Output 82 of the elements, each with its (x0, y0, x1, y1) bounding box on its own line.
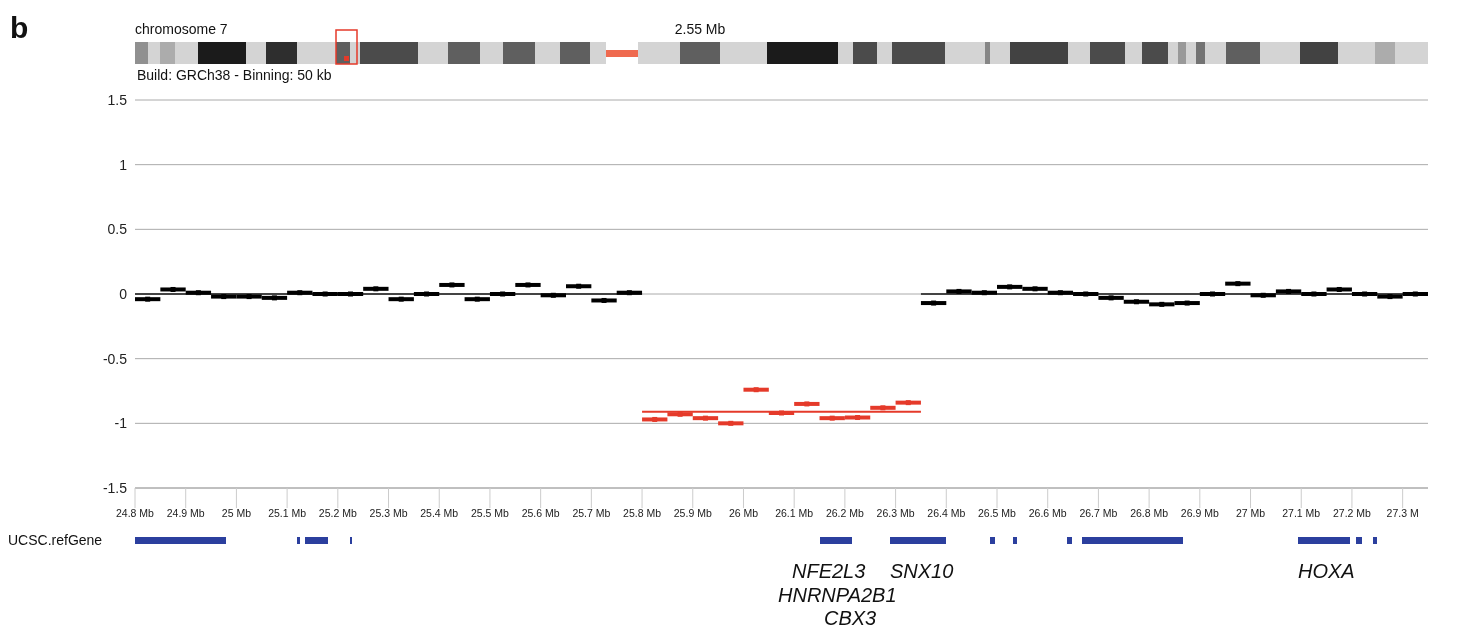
point (1387, 294, 1393, 300)
x-tick-label: 26.9 Mb (1180, 507, 1219, 520)
point (373, 286, 379, 292)
text: HNRNPA2B1 (778, 584, 897, 606)
text: NFE2L3 (792, 560, 866, 582)
point (702, 415, 708, 421)
x-tick-label: 26.7 Mb (1079, 507, 1118, 520)
point (449, 282, 455, 288)
point (474, 296, 480, 302)
point (1260, 292, 1266, 298)
x-tick-label: 25.6 Mb (521, 507, 560, 520)
point (170, 286, 176, 292)
point (550, 292, 556, 298)
x-tick-label: 25.1 Mb (268, 507, 307, 520)
y-tick-label: -1.5 (102, 479, 128, 496)
point (753, 387, 759, 393)
point (626, 290, 632, 296)
point (601, 297, 607, 303)
point (246, 294, 252, 300)
point (1133, 299, 1139, 305)
text: b (10, 11, 29, 44)
x-tick-label: 26 Mb (728, 507, 759, 520)
x-tick-label: 25.5 Mb (470, 507, 510, 520)
point (829, 415, 835, 421)
x-tick-label: 26.8 Mb (1130, 507, 1169, 520)
point (981, 290, 987, 296)
point (576, 283, 582, 289)
point (1032, 286, 1038, 292)
point (1184, 300, 1190, 306)
x-tick-label: 25.8 Mb (623, 507, 662, 520)
y-tick-label: 0 (119, 285, 128, 302)
point (297, 290, 303, 296)
y-tick-label: 0.5 (107, 221, 128, 238)
text: CBX3 (824, 607, 877, 629)
x-tick-label: 26.2 Mb (825, 507, 865, 520)
point (271, 295, 277, 301)
point (652, 416, 658, 422)
y-tick-label: -1 (114, 415, 128, 432)
point (1286, 288, 1292, 294)
point (931, 300, 937, 306)
point (1108, 295, 1114, 301)
x-tick-label: 26.6 Mb (1028, 507, 1067, 520)
text: chromosome 7 (135, 21, 228, 37)
point (956, 288, 962, 294)
point (525, 282, 531, 288)
text: UCSC.refGene (8, 532, 103, 548)
x-tick-label: 26.3 Mb (876, 507, 915, 520)
point (804, 401, 810, 407)
text: HOXA (1298, 560, 1355, 582)
x-tick-label: 25.9 Mb (673, 507, 712, 520)
point (1057, 290, 1063, 296)
x-tick-label: 26.1 Mb (775, 507, 814, 520)
x-tick-label: 25.2 Mb (318, 507, 357, 520)
x-tick-label: 26.4 Mb (927, 507, 966, 520)
text: 2.55 Mb (674, 21, 726, 37)
x-tick-label: 25.7 Mb (572, 507, 611, 520)
x-tick-label: 25 Mb (221, 507, 252, 520)
point (398, 296, 404, 302)
x-tick-label: 27.3 M (1386, 507, 1419, 520)
x-tick-label: 25.3 Mb (369, 507, 408, 520)
y-tick-label: 1 (119, 156, 128, 173)
text: Build: GRCh38 - Binning: 50 kb (137, 67, 332, 83)
point (1007, 284, 1013, 290)
x-tick-label: 24.8 Mb (116, 507, 155, 520)
text: SNX10 (890, 560, 954, 582)
point (1159, 301, 1165, 307)
y-tick-label: -0.5 (102, 350, 128, 367)
point (1336, 286, 1342, 292)
x-tick-label: 27 Mb (1235, 507, 1266, 520)
point (728, 420, 734, 426)
point (145, 296, 151, 302)
point (880, 405, 886, 411)
x-tick-label: 26.5 Mb (978, 507, 1017, 520)
point (905, 400, 911, 406)
x-tick-label: 24.9 Mb (166, 507, 205, 520)
x-tick-label: 27.1 Mb (1282, 507, 1321, 520)
y-tick-label: 1.5 (107, 91, 128, 108)
x-tick-label: 25.4 Mb (420, 507, 459, 520)
point (1235, 281, 1241, 287)
point (221, 294, 227, 300)
point (195, 290, 201, 296)
x-tick-label: 27.2 Mb (1332, 507, 1372, 520)
